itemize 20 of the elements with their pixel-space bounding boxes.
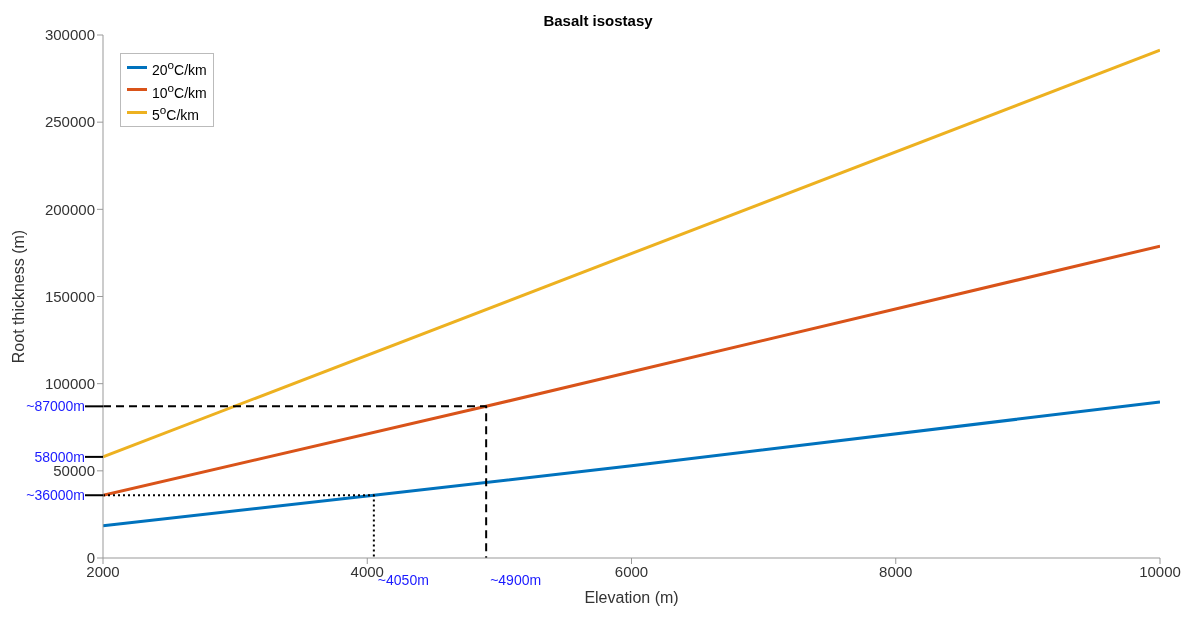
y-tick-label: 150000 (44, 287, 95, 305)
annotation: ~36000m (26, 487, 85, 504)
y-tick-label: 250000 (44, 113, 95, 131)
x-tick-label: 10000 (1139, 562, 1181, 580)
y-tick-label: 300000 (44, 26, 95, 44)
x-tick-label: 8000 (879, 562, 913, 580)
x-tick-label: 6000 (614, 562, 649, 580)
line-series (103, 400, 1160, 528)
y-tick-label: 200000 (44, 200, 95, 218)
legend-label: 20$^{o}$C/km (152, 57, 207, 79)
y-tick-label: 50000 (53, 462, 95, 480)
legend-label: 5$^{o}$C/km (152, 102, 199, 124)
y-tick-label: 100000 (44, 374, 95, 392)
annotation: ~87000m (26, 398, 85, 415)
y-axis-title: Root thickness (m) (9, 229, 27, 364)
legend-label: 10$^{o}$C/km (152, 79, 207, 102)
annotation: 58000m (34, 448, 85, 465)
x-axis-title: Elevation (m) (584, 589, 679, 606)
chart-title: Basalt isostasy (543, 12, 653, 29)
annotation: ~4900m (490, 572, 542, 588)
